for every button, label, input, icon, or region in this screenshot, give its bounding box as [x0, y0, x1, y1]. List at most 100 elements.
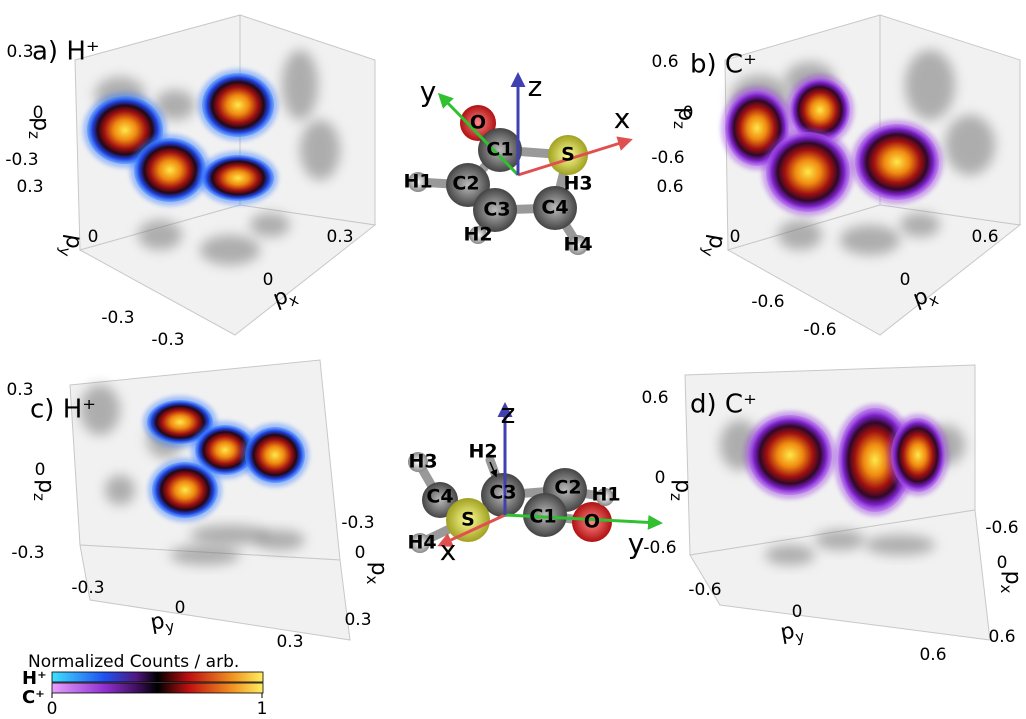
atom-label: H4	[407, 532, 436, 554]
projection	[170, 545, 240, 565]
atom-label: S	[461, 509, 475, 531]
axis-title-sub: y	[794, 627, 806, 646]
momentum-blob	[134, 138, 206, 202]
tick-label: 0.6	[651, 52, 678, 72]
momentum-blob	[245, 427, 305, 483]
momentum-blob	[202, 155, 274, 201]
projection	[765, 545, 815, 565]
projection	[945, 115, 995, 175]
colorbar-h	[52, 672, 263, 682]
panel: d) C⁺pz0.60-0.6py-0.600.6px-0.600.6	[641, 365, 1025, 665]
tick-label: 0	[997, 553, 1008, 573]
tick-label: 0	[175, 598, 186, 618]
axis-title-sub: z	[668, 493, 686, 501]
atom-label: C4	[426, 486, 453, 508]
atom-label: H1	[591, 484, 620, 506]
tick-label: -0.3	[5, 150, 38, 170]
tick-label: 0	[33, 103, 44, 123]
atom-label: C4	[541, 197, 568, 219]
tick-label: 0	[88, 227, 99, 247]
atom-label: C3	[483, 199, 510, 221]
tick-label: 0.3	[6, 42, 33, 62]
axis-title-base: p	[670, 479, 695, 493]
axis-label: z	[501, 397, 516, 430]
tick-label: 0	[900, 270, 911, 290]
atom-label: O	[584, 511, 600, 533]
axis-label: x	[614, 102, 631, 135]
tick-label: 0.3	[276, 632, 303, 652]
panel: a) H⁺pz0.30-0.3py0.30-0.3px0.30-0.3	[5, 15, 375, 350]
colorbar-c	[52, 683, 263, 693]
atom-label: C3	[489, 482, 516, 504]
tick-label: -0.3	[151, 330, 184, 350]
panel-label: d) C⁺	[690, 390, 757, 420]
tick-label: -0.3	[341, 513, 374, 533]
axis-title: pz	[31, 479, 59, 501]
projection	[865, 535, 935, 555]
colorbar-tick-label: 0	[47, 699, 58, 719]
axis-label: y	[628, 527, 645, 560]
momentum-blob	[202, 73, 274, 137]
tick-label: 0	[35, 460, 46, 480]
tick-label: -0.6	[688, 580, 721, 600]
colorbar-tick-label: 1	[257, 699, 268, 719]
atom-label: S	[561, 144, 575, 166]
figure: a) H⁺pz0.30-0.3py0.30-0.3px0.30-0.3b) C⁺…	[0, 0, 1026, 719]
tick-label: 0.6	[988, 627, 1015, 647]
axis-title-base: p	[33, 479, 58, 493]
atom-label: C1	[529, 506, 556, 528]
atom-label: C2	[554, 477, 581, 499]
tick-label: 0	[730, 227, 741, 247]
projection	[105, 475, 135, 505]
axis-title: px	[998, 571, 1026, 594]
colorbar-title: Normalized Counts / arb.	[28, 652, 239, 672]
atom-label: O	[470, 112, 486, 134]
axis-title-sub: y	[699, 246, 718, 258]
tick-label: 0.6	[971, 227, 998, 247]
panel: c) H⁺pz0.30-0.3py-0.300.3px-0.300.3	[6, 360, 391, 652]
tick-label: 0.3	[344, 610, 371, 630]
axis-title-base: p	[366, 562, 391, 576]
momentum-blob	[748, 415, 832, 495]
tick-label: -0.6	[803, 320, 836, 340]
axis-title: px	[364, 562, 392, 585]
axis-title-sub: y	[56, 246, 75, 258]
axis-title-sub: y	[164, 617, 176, 636]
tick-label: 0.6	[919, 645, 946, 665]
projection	[138, 220, 182, 250]
projection	[255, 530, 305, 550]
tick-label: -0.6	[985, 518, 1018, 538]
projection	[840, 225, 900, 255]
tick-label: -0.6	[751, 292, 784, 312]
axis-title-sub: z	[26, 131, 44, 139]
tick-label: -0.3	[101, 308, 134, 328]
momentum-blob	[855, 124, 939, 200]
atom-label: H3	[563, 173, 592, 195]
axis-title: py	[699, 232, 730, 259]
tick-label: 0	[355, 543, 366, 563]
momentum-blob	[891, 418, 945, 492]
atom-label: C2	[452, 173, 479, 195]
atom-label: H4	[563, 234, 592, 256]
colorbar-ion: H⁺	[22, 668, 47, 689]
axis-label: y	[420, 75, 437, 108]
tick-label: 0.3	[326, 227, 353, 247]
tick-label: 0.3	[16, 177, 43, 197]
tick-label: -0.6	[643, 538, 676, 558]
axis-title: py	[56, 232, 87, 259]
momentum-blob	[766, 132, 850, 212]
projection	[282, 50, 318, 120]
tick-label: 0	[263, 270, 274, 290]
axis-title-sub: z	[31, 493, 49, 501]
projection	[815, 530, 865, 550]
projection	[778, 220, 822, 250]
atom-label: H2	[463, 224, 492, 246]
axis-title-sub: x	[364, 576, 382, 585]
momentum-blob	[152, 462, 218, 518]
atom-label: H3	[408, 451, 437, 473]
tick-label: 0	[683, 103, 694, 123]
tick-label: 0	[792, 602, 803, 622]
panel-label: a) H⁺	[32, 37, 100, 67]
